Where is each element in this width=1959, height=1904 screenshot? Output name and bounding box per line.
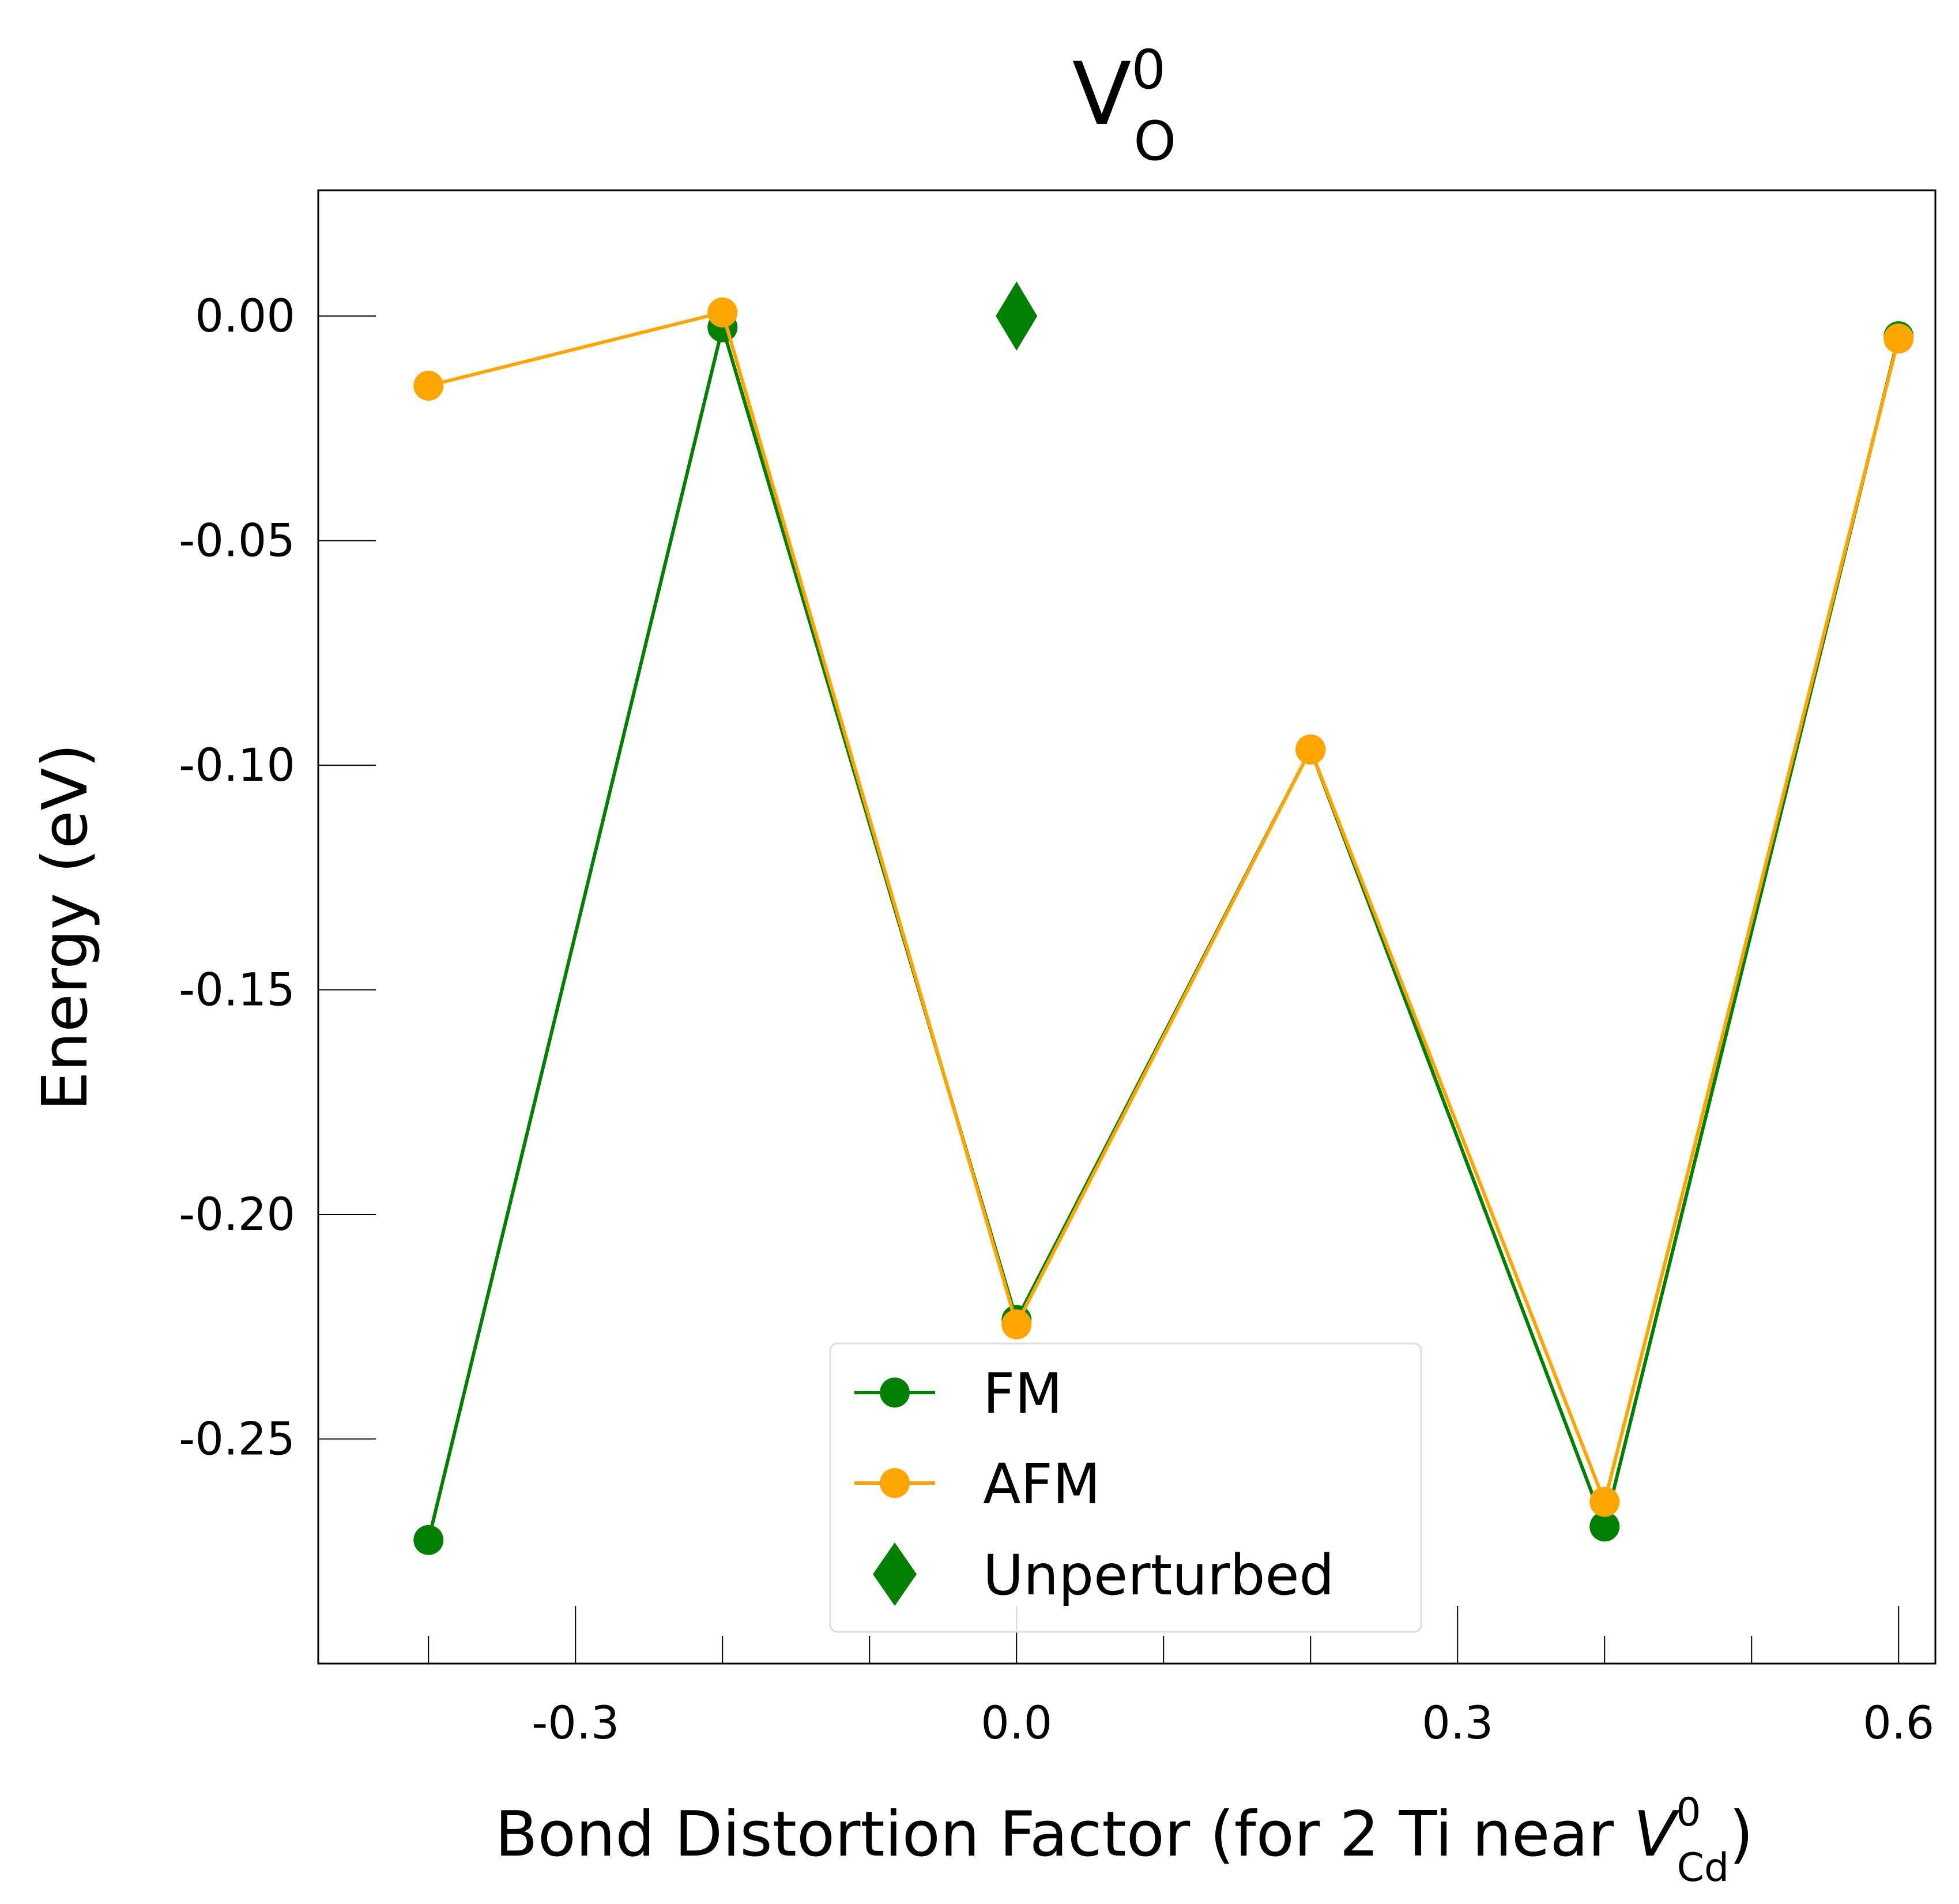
data-point-afm xyxy=(1883,323,1914,354)
legend-swatch-diamond xyxy=(873,1542,917,1606)
data-point-afm xyxy=(1589,1487,1620,1517)
y-axis-label: Energy (eV) xyxy=(29,743,101,1111)
y-tick-label: 0.00 xyxy=(195,291,295,343)
legend-swatch-marker xyxy=(880,1378,910,1408)
x-axis-label: Bond Distortion Factor (for 2 Ti near V0… xyxy=(495,1790,1754,1891)
legend-label-afm: AFM xyxy=(983,1452,1101,1517)
data-point-afm xyxy=(707,297,738,328)
x-tick-label: 0.0 xyxy=(981,1698,1052,1749)
series-unperturbed xyxy=(996,281,1038,351)
legend-box xyxy=(829,1342,1422,1633)
y-axis-ticks: 0.00 -0.05 -0.10 -0.15 -0.20 -0.25 xyxy=(179,291,376,1466)
x-axis-ticks: -0.3 0.0 0.3 0.6 xyxy=(428,1606,1934,1749)
legend: FM AFM Unperturbed xyxy=(829,1342,1422,1633)
data-point-afm xyxy=(1001,1309,1032,1339)
data-point-fm xyxy=(1589,1511,1620,1542)
x-tick-label: 0.3 xyxy=(1422,1698,1493,1749)
x-tick-label: 0.6 xyxy=(1863,1698,1934,1749)
data-point-unperturbed xyxy=(996,281,1038,351)
series-line-afm xyxy=(428,310,1901,1504)
legend-swatch-marker xyxy=(880,1468,910,1498)
x-tick-label: -0.3 xyxy=(532,1698,619,1749)
y-tick-label: -0.20 xyxy=(179,1189,295,1241)
series-layer xyxy=(413,281,1914,1555)
legend-item-unperturbed: Unperturbed xyxy=(873,1542,1334,1608)
y-tick-label: -0.25 xyxy=(179,1414,295,1466)
legend-item-afm: AFM xyxy=(854,1452,1101,1517)
legend-item-fm: FM xyxy=(854,1361,1063,1426)
y-tick-label: -0.10 xyxy=(179,740,295,792)
data-point-afm xyxy=(1295,734,1326,765)
data-point-fm xyxy=(413,1525,444,1555)
data-point-afm xyxy=(413,370,444,401)
y-tick-label: -0.05 xyxy=(179,515,295,567)
chart-title: V0 O xyxy=(1072,39,1176,173)
series-afm xyxy=(413,297,1914,1517)
legend-label-unperturbed: Unperturbed xyxy=(983,1543,1334,1608)
y-tick-label: -0.15 xyxy=(179,965,295,1017)
legend-label-fm: FM xyxy=(983,1361,1063,1426)
plot-area xyxy=(317,189,1937,1665)
